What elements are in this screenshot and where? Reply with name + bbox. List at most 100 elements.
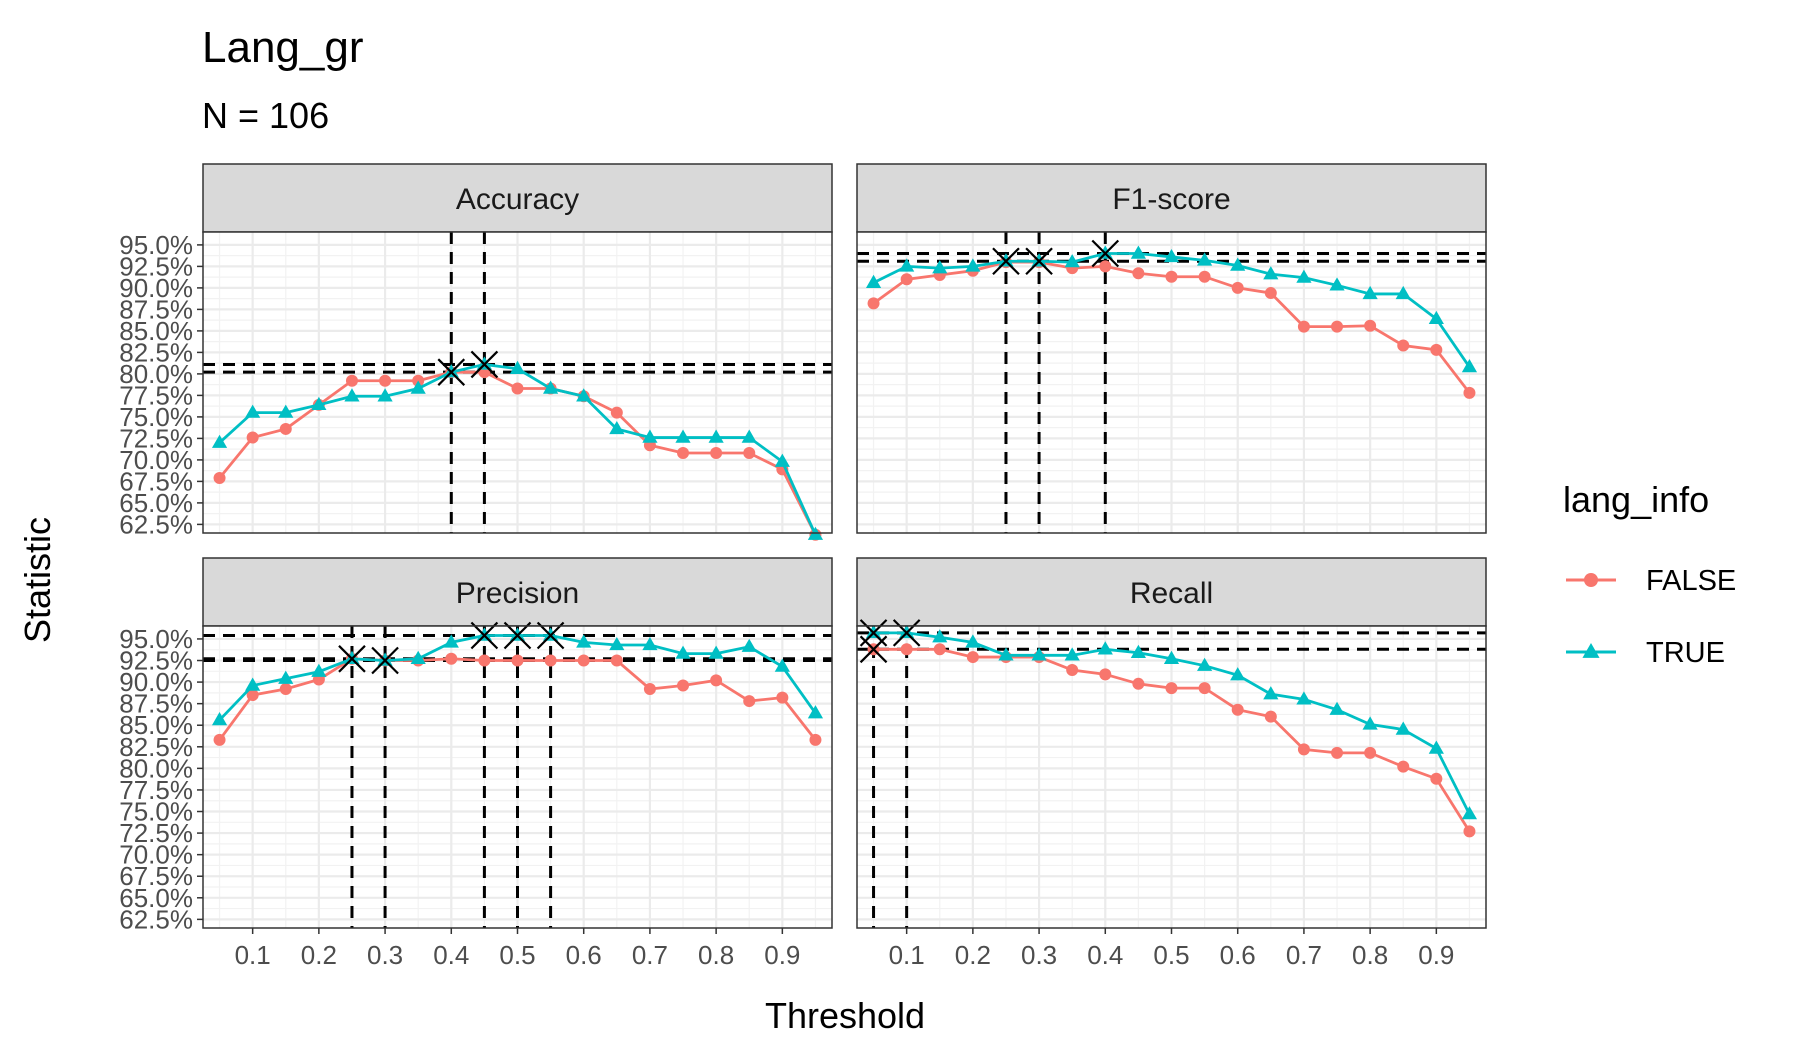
facet-strip bbox=[202, 163, 833, 233]
x-tick-label: 0.8 bbox=[698, 940, 734, 970]
data-point-false bbox=[1463, 386, 1476, 399]
data-point-true bbox=[1362, 716, 1378, 730]
y-tick-label: 65.0% bbox=[119, 883, 193, 913]
data-point-true bbox=[377, 388, 393, 402]
optimal-reference-lines bbox=[203, 626, 832, 928]
data-point-true bbox=[1461, 806, 1478, 820]
data-point-true bbox=[1031, 647, 1047, 661]
data-point-false bbox=[246, 431, 259, 444]
data-point-false bbox=[478, 654, 491, 667]
optimal-reference-lines bbox=[203, 232, 832, 533]
data-point-false bbox=[1165, 270, 1178, 283]
data-point-true bbox=[1362, 285, 1378, 300]
data-point-true bbox=[211, 434, 228, 448]
optimal-marker bbox=[1025, 247, 1053, 276]
y-tick-label: 92.5% bbox=[119, 646, 193, 676]
x-tick-label: 0.8 bbox=[1352, 940, 1388, 970]
y-tick-label: 85.0% bbox=[119, 316, 193, 346]
data-point-false bbox=[610, 654, 623, 667]
data-point-true bbox=[576, 634, 592, 648]
data-point-false bbox=[577, 654, 590, 667]
optimal-markers bbox=[992, 239, 1120, 276]
data-point-true bbox=[1296, 691, 1312, 705]
data-point-true bbox=[1428, 740, 1444, 754]
data-point-true bbox=[642, 636, 658, 651]
y-tick-label: 75.0% bbox=[119, 402, 193, 432]
data-point-true bbox=[1163, 248, 1180, 263]
data-point-false bbox=[1397, 339, 1410, 352]
y-tick-label: 75.0% bbox=[119, 797, 193, 827]
optimal-marker-stroke bbox=[503, 621, 532, 650]
data-point-false bbox=[900, 273, 913, 286]
y-tick-label: 70.0% bbox=[119, 840, 193, 870]
optimal-marker bbox=[371, 646, 399, 675]
optimal-marker-stroke bbox=[1025, 247, 1053, 276]
optimal-reference-lines bbox=[857, 626, 1486, 928]
data-point-true bbox=[965, 634, 981, 648]
data-point-true bbox=[899, 258, 915, 272]
gridlines bbox=[857, 626, 1486, 928]
data-point-true bbox=[1130, 644, 1146, 658]
optimal-marker bbox=[437, 358, 466, 386]
optimal-marker bbox=[470, 621, 499, 650]
y-tick-label: 70.0% bbox=[119, 445, 193, 475]
facet-panel: Recall 0.1 0.2 0.3 0.4 0.5 0.6 0.7 0.8 0.9 bbox=[856, 557, 1487, 970]
data-point-true bbox=[807, 705, 824, 719]
data-point-true bbox=[245, 404, 261, 418]
data-point-false bbox=[643, 682, 656, 695]
optimal-marker bbox=[992, 247, 1020, 276]
data-point-true bbox=[609, 636, 625, 651]
optimal-marker-stroke bbox=[859, 635, 888, 664]
x-axis-title: Threshold bbox=[765, 995, 925, 1036]
y-tick-label: 67.5% bbox=[119, 466, 193, 496]
x-tick-label: 0.9 bbox=[1418, 940, 1454, 970]
data-point-false bbox=[246, 689, 259, 702]
data-point-false bbox=[867, 297, 880, 310]
series-true bbox=[865, 245, 1478, 373]
data-point-true bbox=[278, 404, 294, 418]
data-point-false bbox=[1066, 664, 1079, 677]
y-tick-label: 80.0% bbox=[119, 753, 193, 783]
legend-title: lang_info bbox=[1563, 479, 1709, 520]
x-tick-label: 0.1 bbox=[235, 940, 271, 970]
y-tick-label: 77.5% bbox=[119, 775, 193, 805]
facet-panel: F1-score bbox=[856, 163, 1487, 534]
optimal-marker-stroke bbox=[892, 619, 921, 647]
legend-key-circle bbox=[1584, 573, 1598, 587]
data-point-false bbox=[677, 679, 690, 692]
data-point-true bbox=[1395, 285, 1411, 300]
y-axis: 62.5%65.0%67.5%70.0%72.5%75.0%77.5%80.0%… bbox=[119, 230, 203, 539]
data-point-true bbox=[708, 429, 724, 443]
data-point-true bbox=[1263, 266, 1279, 280]
x-tick-label: 0.1 bbox=[889, 940, 925, 970]
optimal-marker-stroke bbox=[992, 247, 1020, 276]
data-point-true bbox=[865, 274, 882, 288]
facet-panel: Precision 62.5%65.0%67.5%70.0%72.5%75.0%7… bbox=[119, 557, 833, 970]
data-point-false bbox=[1165, 682, 1178, 695]
x-tick-label: 0.2 bbox=[301, 940, 337, 970]
data-point-false bbox=[1331, 746, 1344, 759]
x-tick-label: 0.5 bbox=[1153, 940, 1189, 970]
data-point-false bbox=[1331, 320, 1344, 333]
panel-border bbox=[856, 231, 1487, 534]
optimal-markers bbox=[338, 621, 565, 675]
data-point-false bbox=[445, 652, 458, 665]
y-tick-label: 87.5% bbox=[119, 689, 193, 719]
x-tick-label: 0.3 bbox=[367, 940, 403, 970]
data-point-false bbox=[511, 654, 524, 667]
optimal-marker-stroke bbox=[470, 350, 499, 379]
optimal-marker bbox=[338, 645, 366, 673]
x-tick-label: 0.6 bbox=[1220, 940, 1256, 970]
y-tick-label: 80.0% bbox=[119, 359, 193, 389]
optimal-marker bbox=[503, 621, 532, 650]
data-point-false bbox=[1430, 343, 1443, 356]
data-point-false bbox=[1364, 746, 1377, 759]
y-tick-label: 72.5% bbox=[119, 423, 193, 453]
data-point-false bbox=[743, 695, 756, 708]
x-tick-label: 0.3 bbox=[1021, 940, 1057, 970]
legend-entry-true: TRUE bbox=[1566, 637, 1725, 669]
data-point-true bbox=[311, 396, 327, 411]
x-tick-label: 0.2 bbox=[955, 940, 991, 970]
data-point-true bbox=[741, 429, 757, 443]
